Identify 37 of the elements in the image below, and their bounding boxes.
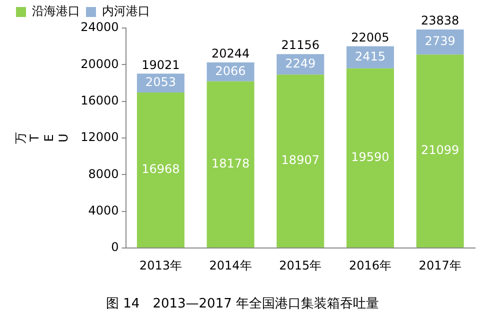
data-label: 2415 <box>354 49 386 64</box>
bar <box>416 29 464 55</box>
total-label: 23838 <box>420 14 460 28</box>
x-tick-label: 2014年 <box>209 258 252 272</box>
data-label: 2066 <box>215 64 246 78</box>
data-label: 19590 <box>351 150 390 164</box>
data-label: 2739 <box>424 34 456 48</box>
total-label: 22005 <box>351 30 390 44</box>
y-tick-label: 4000 <box>88 203 119 218</box>
y-tick-label: 12000 <box>80 130 119 144</box>
data-label: 2053 <box>145 75 176 90</box>
x-tick-label: 2013年 <box>139 258 182 272</box>
total-label: 19021 <box>142 58 180 72</box>
y-axis-title: 万TEU <box>13 132 71 144</box>
bar <box>346 68 394 248</box>
legend-label: 内河港口 <box>102 4 150 18</box>
y-tick-label: 8000 <box>88 166 119 181</box>
text: 图 14 2013—2017 年全国港口集装箱吞吐量 <box>106 296 379 312</box>
y-tick-label: 20000 <box>80 56 119 71</box>
data-label: 2249 <box>285 56 316 71</box>
y-tick-label: 0 <box>111 240 119 254</box>
data-label: 18178 <box>211 156 250 171</box>
total-label: 21156 <box>281 38 320 52</box>
total-label: 20244 <box>211 46 250 61</box>
y-tick-label: 16000 <box>80 93 119 108</box>
bar <box>276 74 324 248</box>
legend-label: 沿海港口 <box>32 4 80 18</box>
x-tick-label: 2017年 <box>418 258 462 272</box>
data-label: 16968 <box>142 162 180 176</box>
bar <box>206 81 254 248</box>
y-tick-label: 24000 <box>80 20 119 34</box>
data-label: 21099 <box>420 143 460 158</box>
bar <box>136 92 184 248</box>
x-tick-label: 2015年 <box>279 258 322 272</box>
bar <box>416 54 464 248</box>
x-tick-label: 2016年 <box>348 258 392 272</box>
data-label: 18907 <box>281 153 320 168</box>
